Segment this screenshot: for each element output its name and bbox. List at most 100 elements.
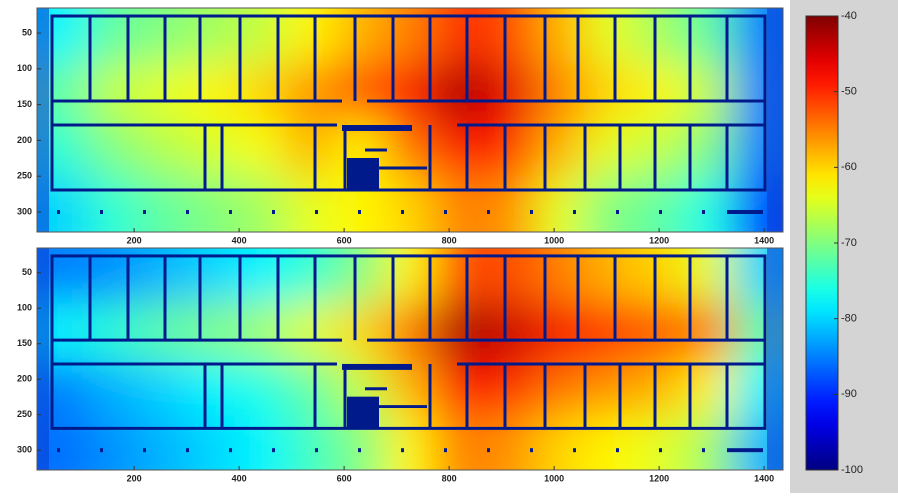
heat-cell [136, 8, 187, 65]
heat-cell [335, 63, 386, 121]
heat-cell [534, 303, 585, 360]
x-tick-label: 800 [442, 473, 457, 483]
heat-cell [136, 414, 187, 470]
colorbar [805, 15, 839, 471]
heat-cell [534, 119, 585, 177]
heat-cell [86, 414, 137, 470]
heat-cell [683, 119, 734, 177]
heat-cell [484, 119, 535, 177]
heat-cell [285, 414, 336, 470]
x-tick-label: 600 [337, 235, 352, 245]
heat-cell [86, 358, 137, 415]
heat-cell [186, 358, 237, 415]
heat-cell [335, 8, 386, 65]
y-tick-label: 50 [22, 267, 32, 277]
heat-cell [235, 119, 287, 177]
colorbar-tick-label: -40 [841, 10, 857, 22]
x-tick-label: 1200 [649, 235, 669, 245]
heat-cell [186, 303, 237, 360]
heat-cell [484, 414, 535, 470]
heat-cell [633, 119, 685, 177]
heat-cell [534, 358, 585, 415]
heat-cell [484, 63, 535, 121]
heat-cell [285, 175, 336, 232]
heat-cell [434, 358, 486, 415]
heat-cell [534, 175, 585, 232]
x-tick-label: 1400 [754, 235, 774, 245]
heat-cell [434, 303, 486, 360]
heat-cell [186, 414, 237, 470]
heat-cell [633, 175, 685, 232]
heat-cell [484, 303, 535, 360]
heat-cell [584, 175, 635, 232]
y-tick-label: 200 [17, 374, 32, 384]
y-tick-label: 300 [17, 206, 32, 216]
x-tick-label: 200 [127, 235, 142, 245]
heatmap [37, 248, 783, 470]
x-tick-label: 1400 [754, 473, 774, 483]
heat-cell [235, 414, 287, 470]
heat-cell [484, 8, 535, 65]
heat-cell [434, 414, 486, 470]
y-tick-label: 200 [17, 135, 32, 145]
y-tick-label: 250 [17, 171, 32, 181]
heat-cell [683, 175, 734, 232]
heat-cell [186, 8, 237, 65]
colorbar-tick-label: -60 [841, 161, 857, 173]
heat-cell [285, 119, 336, 177]
heat-cell [683, 414, 734, 470]
colorbar-tick-label: -90 [841, 388, 857, 400]
colorbar-tick-label: -100 [841, 464, 863, 476]
heat-cell [136, 63, 187, 121]
plot-frame [36, 247, 784, 471]
x-tick-label: 1200 [649, 473, 669, 483]
x-tick-label: 1000 [544, 473, 564, 483]
heat-cell [285, 358, 336, 415]
heat-cell [136, 358, 187, 415]
x-tick-label: 400 [232, 235, 247, 245]
heat-cell [434, 175, 486, 232]
heat-cell [186, 119, 237, 177]
heatmap [37, 8, 783, 232]
y-tick-label: 100 [17, 303, 32, 313]
heat-cell [335, 303, 386, 360]
y-tick-label: 100 [17, 63, 32, 73]
heat-cell [683, 303, 734, 360]
heat-cell [633, 8, 685, 65]
heat-cell [584, 8, 635, 65]
heat-cell [534, 414, 585, 470]
heat-cell [584, 358, 635, 415]
heat-cell [235, 175, 287, 232]
heat-cell [434, 8, 486, 65]
y-tick-label: 300 [17, 445, 32, 455]
heat-cell [484, 358, 535, 415]
heat-cell [484, 175, 535, 232]
heat-cell [235, 358, 287, 415]
heat-cell [584, 119, 635, 177]
y-tick-label: 150 [17, 338, 32, 348]
heat-cell [633, 358, 685, 415]
x-tick-label: 200 [127, 473, 142, 483]
heat-cell [86, 175, 137, 232]
heat-cell [186, 175, 237, 232]
colorbar-tick-label: -80 [841, 313, 857, 325]
heat-cell [285, 8, 336, 65]
heat-cell [285, 303, 336, 360]
heat-cell [285, 63, 336, 121]
heat-cell [633, 63, 685, 121]
heat-cell [584, 303, 635, 360]
heat-cell [683, 63, 734, 121]
colorbar-tick-label: -70 [841, 237, 857, 249]
heat-cell [385, 414, 436, 470]
heat-cell [584, 63, 635, 121]
x-tick-label: 800 [442, 235, 457, 245]
x-tick-label: 1000 [544, 235, 564, 245]
heat-cell [136, 303, 187, 360]
heat-cell [434, 63, 486, 121]
heat-cell [584, 414, 635, 470]
heat-cell [683, 358, 734, 415]
heatmap-cells [37, 248, 783, 470]
heat-cell [186, 63, 237, 121]
heat-cell [136, 175, 187, 232]
